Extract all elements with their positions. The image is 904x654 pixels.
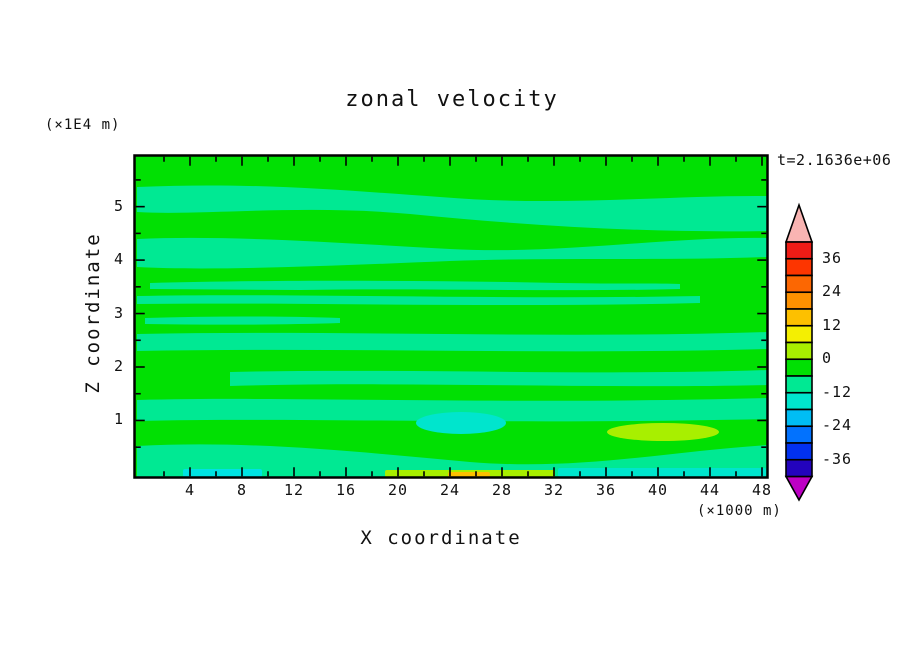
- colorbar-box--30-to--24: [785, 425, 813, 444]
- x-tick-label: 40: [647, 481, 669, 499]
- colorbar-over-arrow: [784, 202, 814, 243]
- x-tick-label: 4: [184, 481, 196, 499]
- x-tick-label: 44: [699, 481, 721, 499]
- y-tick-label: 1: [113, 410, 124, 429]
- colorbar-box-24-to-30: [785, 274, 813, 294]
- colorbar-label: 12: [822, 315, 843, 334]
- x-axis-title: X coordinate: [360, 527, 522, 549]
- colorbar-label: 36: [822, 248, 843, 267]
- colorbar-box-36-to-42: [785, 241, 813, 260]
- colorbar-box--12-to--6: [785, 375, 813, 394]
- colorbar-label: -24: [822, 416, 853, 435]
- colorbar-label: -12: [822, 382, 853, 401]
- x-tick-label: 24: [439, 481, 461, 499]
- x-tick-label: 16: [335, 481, 357, 499]
- field-region-band-5: [230, 370, 768, 387]
- colorbar-under-arrow: [784, 475, 814, 502]
- y-tick-label: 5: [113, 196, 124, 215]
- x-tick-label: 8: [236, 481, 248, 499]
- y-axis-units-label: (×1E4 m): [45, 117, 121, 133]
- plot-title: zonal velocity: [345, 87, 559, 112]
- x-tick-label: 36: [595, 481, 617, 499]
- colorbar-label: 0: [822, 349, 833, 368]
- colorbar-box-30-to-36: [785, 257, 813, 277]
- colorbar-box-18-to-24: [785, 291, 813, 310]
- x-tick-label: 20: [387, 481, 409, 499]
- x-axis-units-label: (×1000 m): [697, 503, 782, 519]
- x-tick-label: 12: [283, 481, 305, 499]
- x-tick-label: 28: [491, 481, 513, 499]
- colorbar-box--36-to--30: [785, 442, 813, 461]
- field-region-sliver-amber-bottom: [448, 472, 490, 477]
- colorbar-box--18-to--12: [785, 391, 813, 411]
- field-region-streak-3a: [150, 280, 680, 291]
- field-region-patch-turquoise-mid: [416, 412, 506, 434]
- x-tick-label: 32: [543, 481, 565, 499]
- colorbar-box--24-to--18: [785, 408, 813, 428]
- plot-border: [133, 154, 769, 479]
- field-region-sliver-turquoise-right: [558, 468, 766, 477]
- field-region-band-upper: [137, 185, 768, 232]
- time-annotation: t=2.1636e+06: [777, 151, 892, 169]
- colorbar-box--42-to--36: [785, 458, 813, 478]
- y-tick-label: 2: [113, 357, 124, 375]
- field-region-sliver-cyan-left: [183, 469, 262, 477]
- colorbar-box--6-to-0: [785, 358, 813, 377]
- x-tick-label: 48: [751, 481, 773, 499]
- colorbar-box-0-to-6: [785, 341, 813, 361]
- field-region-streak-3c: [145, 316, 340, 325]
- field-region-band-4: [137, 332, 768, 352]
- field-region-band-6: [137, 398, 768, 422]
- field-region-streak-3b: [137, 295, 700, 306]
- colorbar-label: -36: [822, 449, 853, 468]
- y-tick-label: 3: [113, 303, 124, 322]
- colorbar-box-6-to-12: [785, 324, 813, 344]
- y-tick-label: 4: [113, 250, 124, 269]
- field-region-patch-chartreuse-right: [607, 423, 719, 441]
- colorbar-box-12-to-18: [785, 308, 813, 327]
- colorbar-label: 24: [822, 282, 843, 301]
- field-region-band-2: [137, 237, 768, 269]
- field-region-group: [134, 155, 768, 478]
